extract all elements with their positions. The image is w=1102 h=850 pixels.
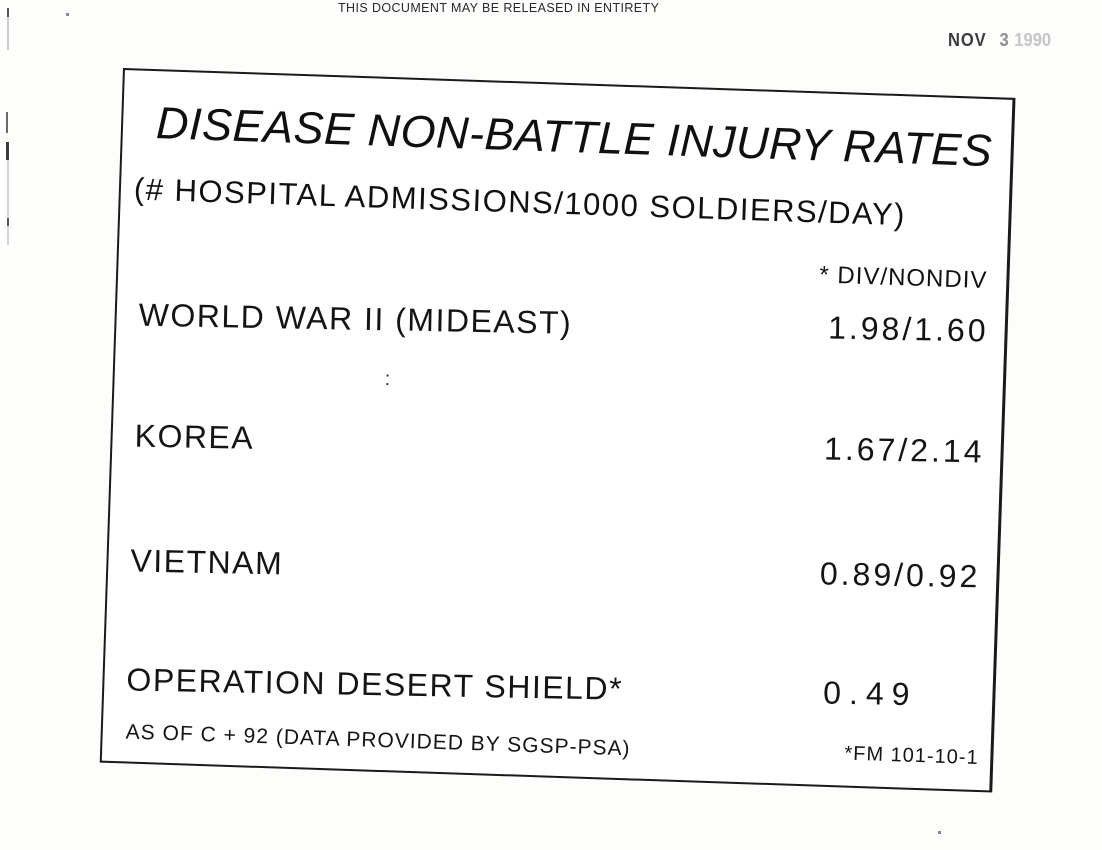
table-row: KOREA 1.67/2.14 [134,418,985,471]
release-notice: THIS DOCUMENT MAY BE RELEASED IN ENTIRET… [338,1,660,15]
scan-artifact-colon: : [384,367,391,391]
row-label: VIETNAM [130,542,284,582]
slide-frame: DISEASE NON-BATTLE INJURY RATES (# HOSPI… [99,68,1016,793]
row-value: 0.89/0.92 [819,555,981,595]
row-label: WORLD WAR II (MIDEAST) [138,296,573,341]
scan-artifact-line [7,160,9,218]
row-value: 0.49 [822,674,918,713]
scan-artifact-line [7,17,9,50]
slide-title: DISEASE NON-BATTLE INJURY RATES [155,97,994,177]
table-row: VIETNAM 0.89/0.92 [130,543,981,596]
reference-note: *FM 101-10-1 [844,742,980,770]
row-label: KOREA [134,417,255,456]
scan-artifact-speck [66,13,69,16]
scan-artifact-speck [938,831,941,834]
row-value: 1.98/1.60 [827,309,989,349]
date-stamp-month: NOV [948,30,987,50]
scan-artifact-line [6,112,8,133]
column-header: * DIV/NONDIV [818,261,988,295]
table-row: OPERATION DESERT SHIELD* 0.49 [126,661,977,714]
scan-artifact-line [7,218,9,226]
scan-artifact-line [7,226,9,245]
row-label: OPERATION DESERT SHIELD* [126,661,624,707]
scan-artifact-line [6,142,9,160]
date-stamp-day: 3 [999,30,1010,50]
scan-artifact-line [7,8,9,17]
date-stamp-year: 1990 [1014,30,1052,50]
row-value: 1.67/2.14 [823,430,985,470]
date-stamp: NOV 3 1990 [948,30,1051,51]
slide-subtitle: (# HOSPITAL ADMISSIONS/1000 SOLDIERS/DAY… [133,171,907,233]
table-row: WORLD WAR II (MIDEAST) 1.98/1.60 [138,297,989,350]
footnote: AS OF C + 92 (DATA PROVIDED BY SGSP-PSA) [125,720,631,761]
